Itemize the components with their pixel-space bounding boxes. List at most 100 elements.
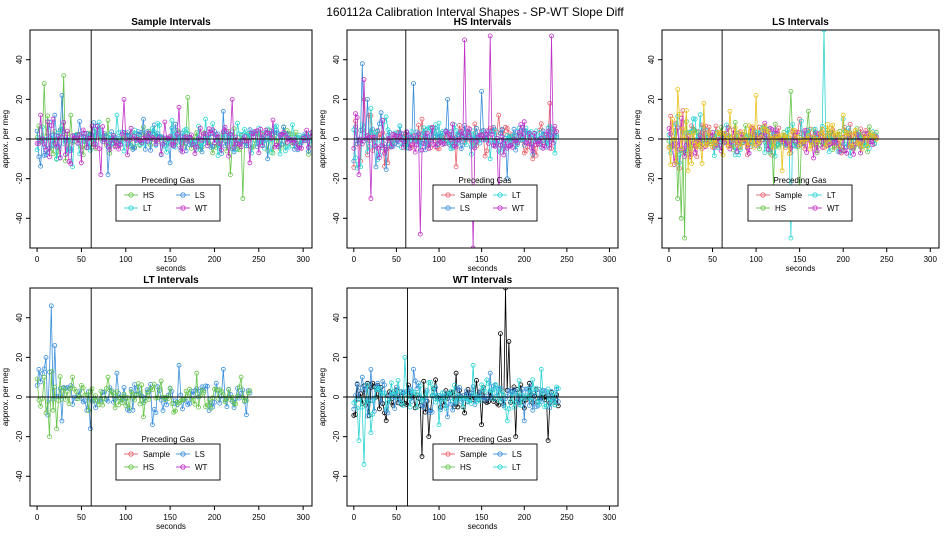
data-point-wt: [465, 130, 471, 136]
data-point-hs: [158, 378, 164, 384]
data-point-lt: [436, 422, 442, 428]
data-point-sample: [530, 156, 536, 162]
data-point-other: [691, 130, 696, 136]
data-point-hs: [242, 398, 248, 404]
data-point-lt: [40, 124, 45, 130]
data-point-lt: [206, 135, 212, 141]
data-point-wt: [515, 140, 520, 146]
data-point-hs: [105, 374, 111, 380]
x-tick-label: 100: [432, 513, 446, 522]
data-point-sample: [457, 123, 462, 128]
data-point-hs: [772, 121, 778, 127]
data-point-wt: [258, 126, 264, 132]
data-point-hs: [98, 388, 104, 394]
data-point-ls: [436, 131, 442, 137]
data-point-lt: [383, 406, 389, 412]
data-point-wt: [692, 149, 698, 155]
data-point-lt: [380, 390, 386, 396]
data-point-wt: [487, 33, 493, 39]
data-point-ls: [412, 378, 418, 384]
data-point-wt: [525, 141, 531, 147]
data-point-ls: [365, 97, 370, 102]
data-point-lt: [56, 130, 61, 136]
data-point-wt: [453, 144, 459, 150]
data-point-hs: [243, 397, 249, 403]
data-point-sample: [496, 112, 502, 118]
data-point-sample: [713, 123, 719, 129]
data-point-ls: [240, 387, 246, 393]
data-point-wt: [866, 139, 872, 145]
data-point-other: [750, 124, 755, 130]
data-point-lt: [530, 377, 536, 383]
legend-title: Preceding Gas: [774, 176, 827, 185]
data-point-wt: [416, 131, 422, 137]
data-point-ls: [281, 124, 287, 130]
chart-title: LS Intervals: [772, 17, 829, 28]
data-point-other: [718, 130, 724, 136]
data-point-ls: [528, 382, 534, 388]
data-point-wt: [419, 147, 425, 153]
data-point-wt: [552, 124, 558, 129]
x-tick-label: 150: [475, 513, 489, 522]
data-point-ls: [385, 410, 391, 416]
data-point-lt: [448, 388, 454, 394]
data-point-hs: [50, 407, 56, 413]
data-point-hs: [107, 387, 113, 393]
data-point-other: [697, 142, 703, 148]
data-point-other: [722, 130, 728, 136]
data-point-wt: [204, 143, 210, 149]
data-point-ls: [354, 381, 360, 387]
data-point-lt: [491, 396, 497, 401]
x-tick-label: 300: [603, 513, 617, 522]
data-point-lt: [382, 390, 387, 396]
data-point-lt: [353, 155, 358, 161]
data-point-wt: [353, 111, 358, 116]
x-tick-label: 200: [837, 255, 851, 264]
legend-title: Preceding Gas: [459, 435, 512, 444]
data-point-wt: [231, 144, 237, 150]
legend-swatch-point: [128, 451, 134, 457]
data-point-wt: [462, 410, 468, 416]
data-point-other: [853, 127, 858, 133]
y-axis-label: approx. per meg: [633, 110, 642, 168]
x-axis-label: seconds: [468, 522, 498, 531]
data-point-wt: [677, 146, 682, 152]
data-point-ls: [527, 402, 532, 408]
data-point-lt: [376, 385, 382, 391]
data-point-wt: [854, 132, 860, 138]
data-point-lt: [821, 30, 827, 33]
data-point-ls: [93, 405, 98, 411]
legend-label-ls: LS: [512, 450, 522, 459]
data-point-wt: [146, 130, 152, 136]
data-point-hs: [54, 426, 59, 432]
data-point-ls: [199, 149, 205, 155]
data-point-lt: [201, 141, 207, 147]
data-point-lt: [405, 394, 411, 399]
data-point-wt: [497, 142, 503, 148]
data-point-wt: [376, 406, 382, 412]
data-point-lt: [433, 399, 439, 405]
data-point-ls: [59, 93, 65, 98]
data-point-lt: [785, 127, 790, 133]
data-point-ls: [411, 366, 416, 372]
x-tick-label: 200: [208, 513, 222, 522]
data-point-ls: [359, 61, 365, 67]
data-point-lt: [282, 148, 288, 154]
data-point-wt: [210, 127, 216, 133]
data-point-other: [849, 143, 855, 149]
data-point-other: [870, 133, 876, 139]
data-point-wt: [462, 37, 468, 43]
data-point-ls: [373, 164, 379, 170]
data-point-other: [851, 132, 856, 137]
data-point-wt: [100, 124, 106, 130]
data-point-other: [689, 161, 694, 167]
data-point-wt: [503, 288, 508, 291]
data-point-wt: [203, 130, 209, 136]
data-point-wt: [527, 131, 532, 137]
data-point-sample: [436, 146, 442, 152]
data-point-lt: [431, 133, 437, 139]
data-point-other: [704, 142, 710, 148]
data-point-wt: [118, 142, 123, 148]
data-point-lt: [489, 388, 495, 393]
